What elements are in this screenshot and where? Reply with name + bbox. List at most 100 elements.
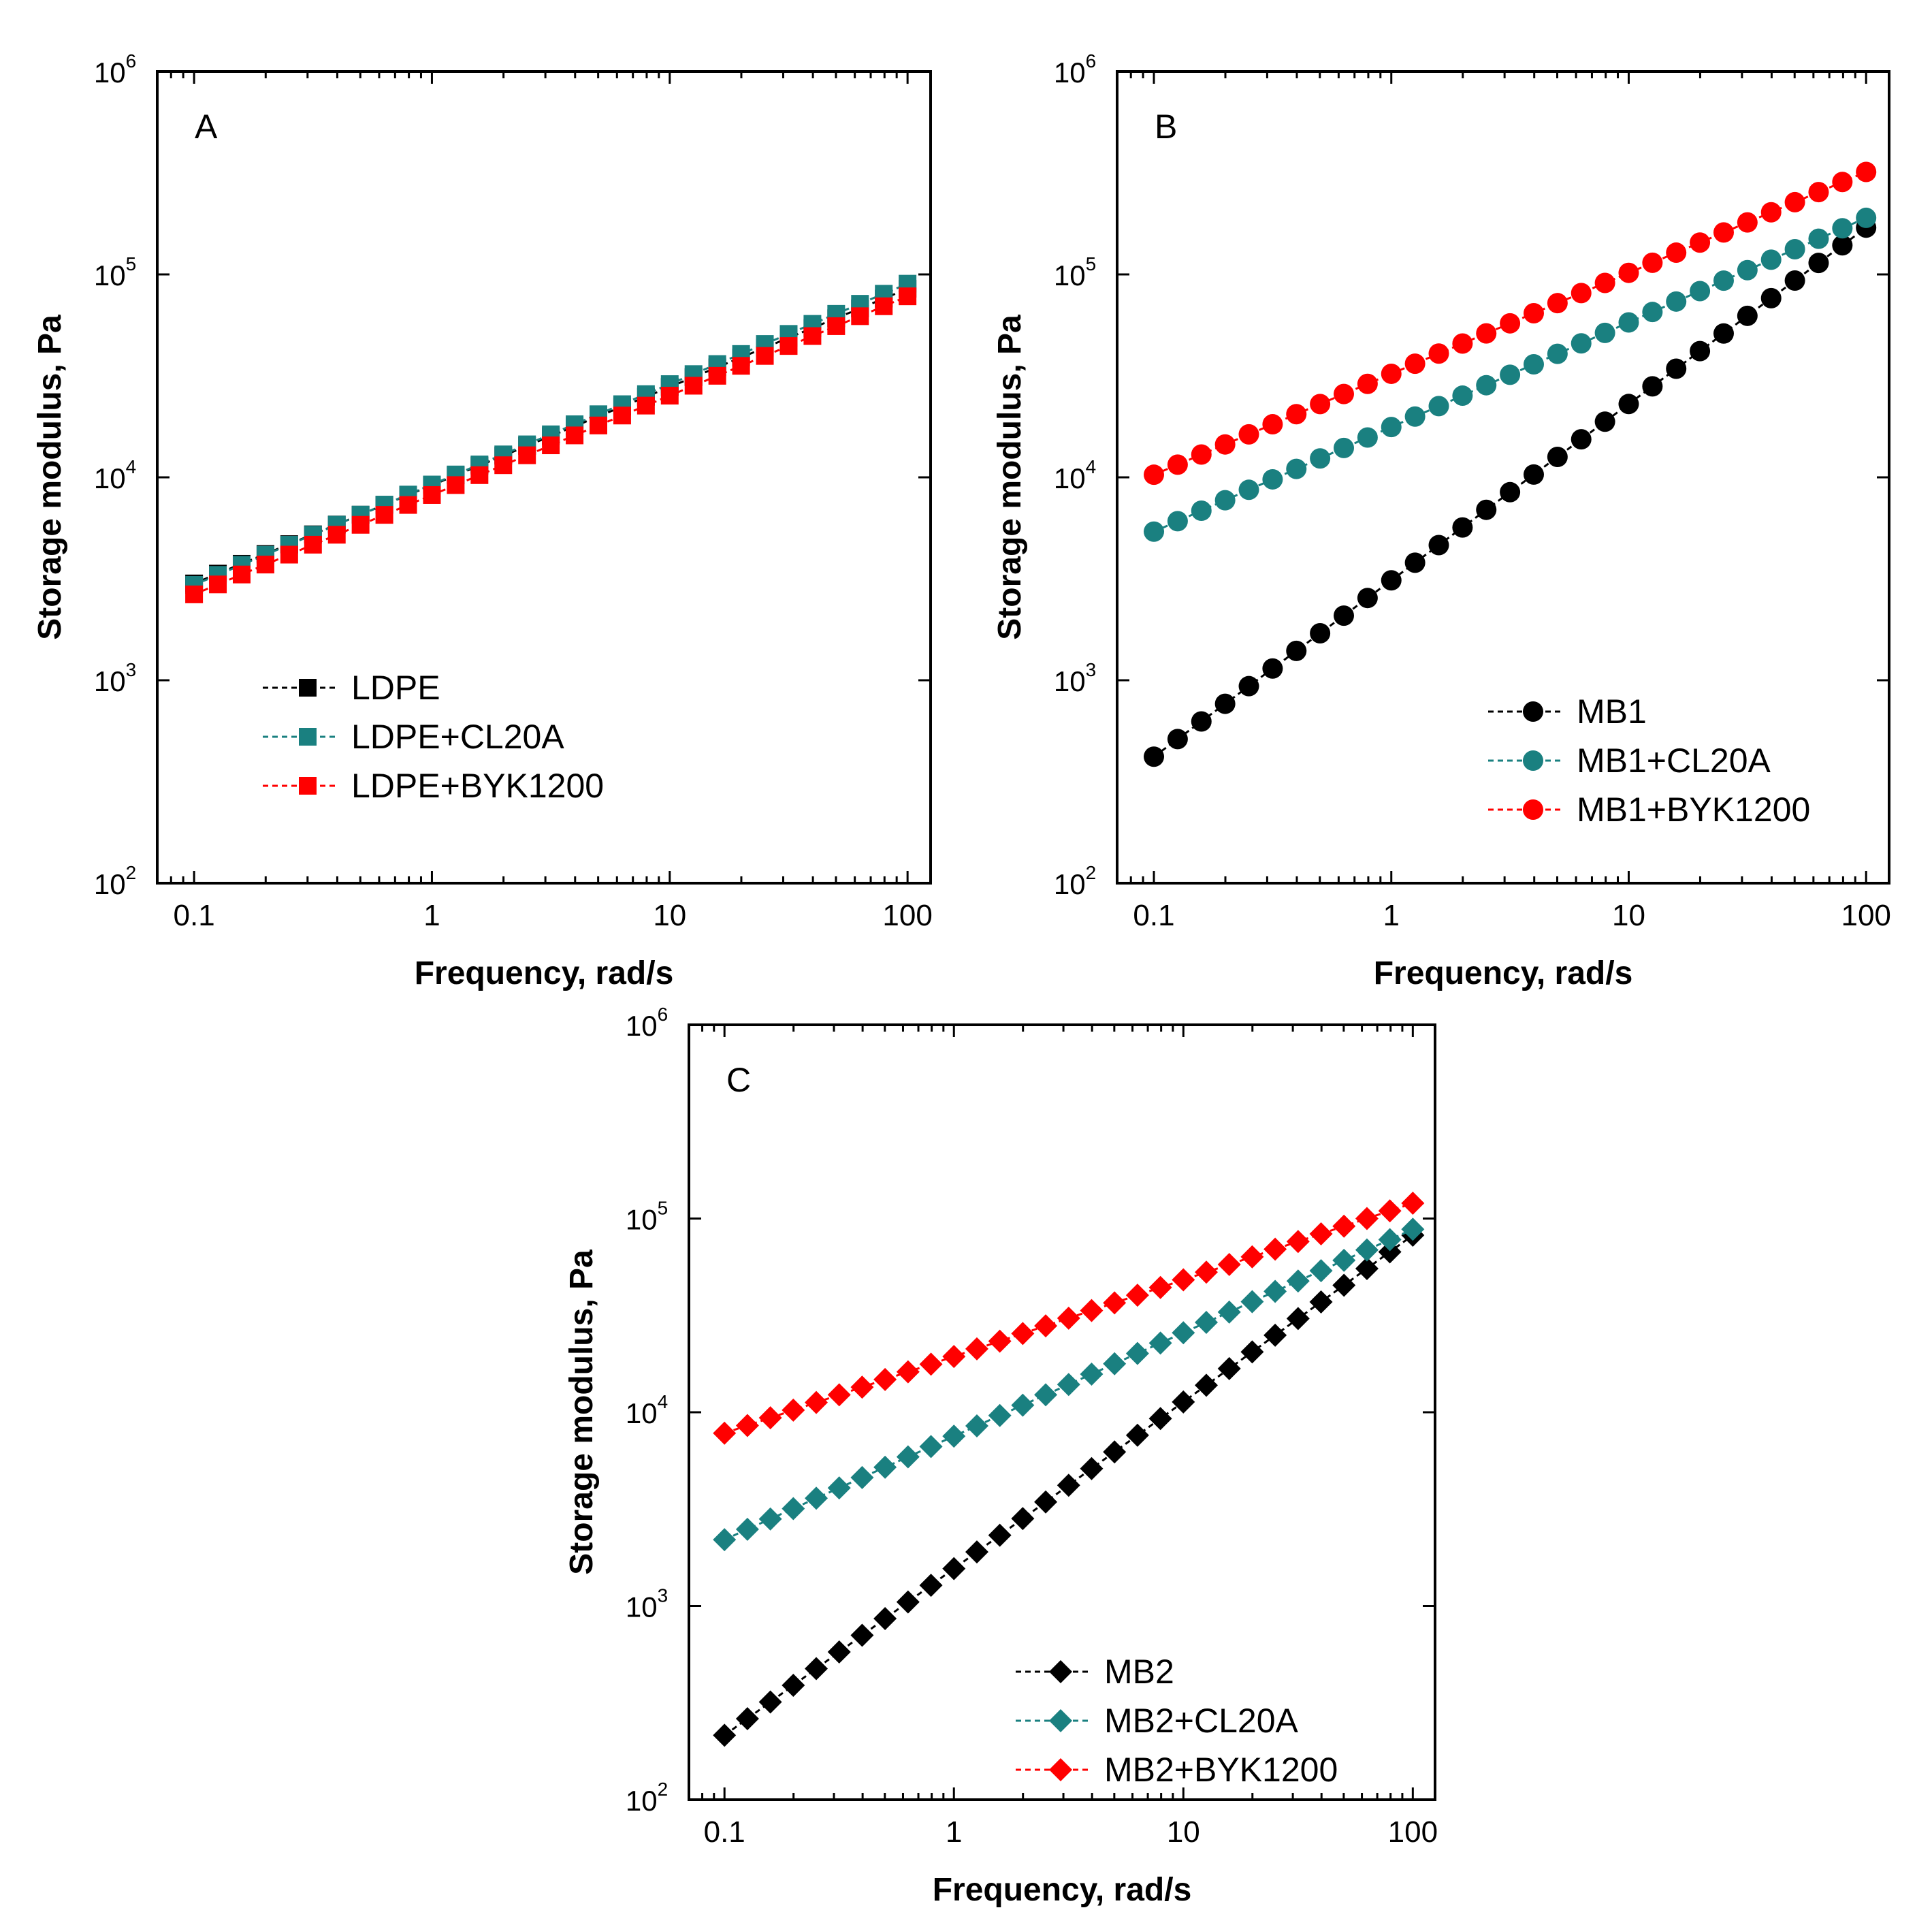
- data-point: [732, 357, 750, 375]
- data-point: [1690, 232, 1711, 253]
- data-point: [1263, 1237, 1287, 1261]
- legend-marker: [299, 679, 317, 697]
- data-point: [566, 426, 584, 445]
- data-point: [1080, 1299, 1104, 1322]
- x-axis-title: Frequency, rad/s: [933, 1872, 1192, 1908]
- data-point: [1034, 1490, 1058, 1514]
- data-point: [1571, 429, 1592, 450]
- data-point: [896, 1445, 920, 1469]
- data-point: [1167, 454, 1188, 475]
- data-point: [1452, 517, 1473, 538]
- data-point: [735, 1517, 759, 1541]
- data-point: [942, 1345, 966, 1369]
- data-point: [1262, 468, 1283, 490]
- y-tick-exponent: 5: [1086, 253, 1097, 274]
- data-point: [827, 317, 846, 335]
- data-point: [1144, 746, 1165, 767]
- y-tick-label: 102: [1054, 862, 1096, 900]
- panel-label: A: [195, 108, 218, 146]
- y-axis-title: Storage modulus, Pa: [564, 1250, 600, 1575]
- data-point: [1148, 1407, 1172, 1431]
- data-point: [965, 1540, 988, 1564]
- data-point: [1378, 1199, 1402, 1223]
- data-point: [1571, 333, 1592, 354]
- data-point: [399, 496, 417, 514]
- data-point: [988, 1403, 1012, 1427]
- y-tick-exponent: 6: [1086, 50, 1097, 71]
- data-point: [1355, 1256, 1379, 1280]
- data-point: [1334, 605, 1355, 626]
- data-point: [470, 466, 489, 484]
- data-point: [1191, 444, 1212, 465]
- data-point: [1642, 302, 1663, 323]
- data-point: [1310, 448, 1331, 469]
- x-tick-label: 10: [1167, 1815, 1200, 1849]
- data-point: [185, 585, 204, 603]
- data-point: [1784, 239, 1805, 260]
- data-point: [1011, 1507, 1035, 1531]
- legend-label: MB2+CL20A: [1104, 1702, 1299, 1740]
- data-point: [1332, 1248, 1356, 1272]
- data-point: [1713, 270, 1734, 291]
- data-point: [1125, 1423, 1149, 1447]
- data-point: [850, 1465, 874, 1489]
- legend-label: MB2+BYK1200: [1104, 1751, 1338, 1789]
- data-point: [684, 377, 703, 395]
- data-point: [1144, 521, 1165, 542]
- data-point: [1404, 353, 1426, 375]
- y-tick-exponent: 3: [126, 659, 137, 680]
- data-point: [1103, 1291, 1127, 1315]
- data-point: [965, 1337, 988, 1361]
- data-point: [805, 1486, 828, 1510]
- legend-marker: [1049, 1709, 1072, 1732]
- data-point: [1428, 343, 1449, 364]
- data-point: [1286, 1269, 1310, 1293]
- x-axis-title: Frequency, rad/s: [415, 955, 674, 991]
- data-point: [1690, 340, 1711, 362]
- data-point: [1357, 373, 1378, 394]
- data-point: [1310, 394, 1331, 415]
- data-point: [209, 575, 227, 594]
- data-point: [1080, 1362, 1104, 1386]
- plot-frame: [156, 70, 932, 885]
- data-point: [875, 297, 893, 315]
- data-point: [1381, 570, 1402, 591]
- data-point: [1263, 1323, 1287, 1347]
- x-tick-label: 0.1: [174, 899, 215, 932]
- x-tick-label: 0.1: [1133, 899, 1174, 932]
- data-point: [1618, 262, 1639, 283]
- data-point: [1357, 427, 1378, 448]
- data-point: [1547, 343, 1568, 364]
- data-point: [1238, 424, 1259, 445]
- data-point: [873, 1367, 897, 1391]
- data-point: [965, 1414, 988, 1437]
- y-tick-exponent: 3: [658, 1585, 669, 1606]
- panel-label: C: [726, 1061, 751, 1099]
- data-point: [1594, 272, 1615, 293]
- y-tick-exponent: 2: [126, 862, 137, 883]
- data-point: [1452, 333, 1473, 354]
- data-point: [1381, 417, 1402, 438]
- data-point: [1144, 464, 1165, 486]
- legend-label: MB1+CL20A: [1577, 742, 1771, 780]
- data-point: [1103, 1352, 1127, 1375]
- data-point: [896, 1590, 920, 1614]
- data-point: [758, 1507, 782, 1531]
- data-point: [1240, 1290, 1264, 1314]
- data-point: [1125, 1341, 1149, 1365]
- data-point: [1760, 202, 1782, 223]
- legend-marker: [299, 728, 317, 746]
- data-point: [1214, 693, 1236, 714]
- data-point: [1666, 291, 1687, 312]
- x-tick-label: 1: [946, 1815, 962, 1849]
- data-point: [1856, 161, 1877, 182]
- data-point: [1476, 323, 1497, 344]
- legend-marker: [1523, 750, 1543, 771]
- data-point: [827, 1476, 851, 1500]
- legend-marker: [1049, 1758, 1072, 1781]
- data-point: [1500, 313, 1521, 334]
- data-point: [1476, 499, 1497, 520]
- data-point: [1309, 1259, 1333, 1283]
- y-tick-label: 102: [626, 1779, 668, 1817]
